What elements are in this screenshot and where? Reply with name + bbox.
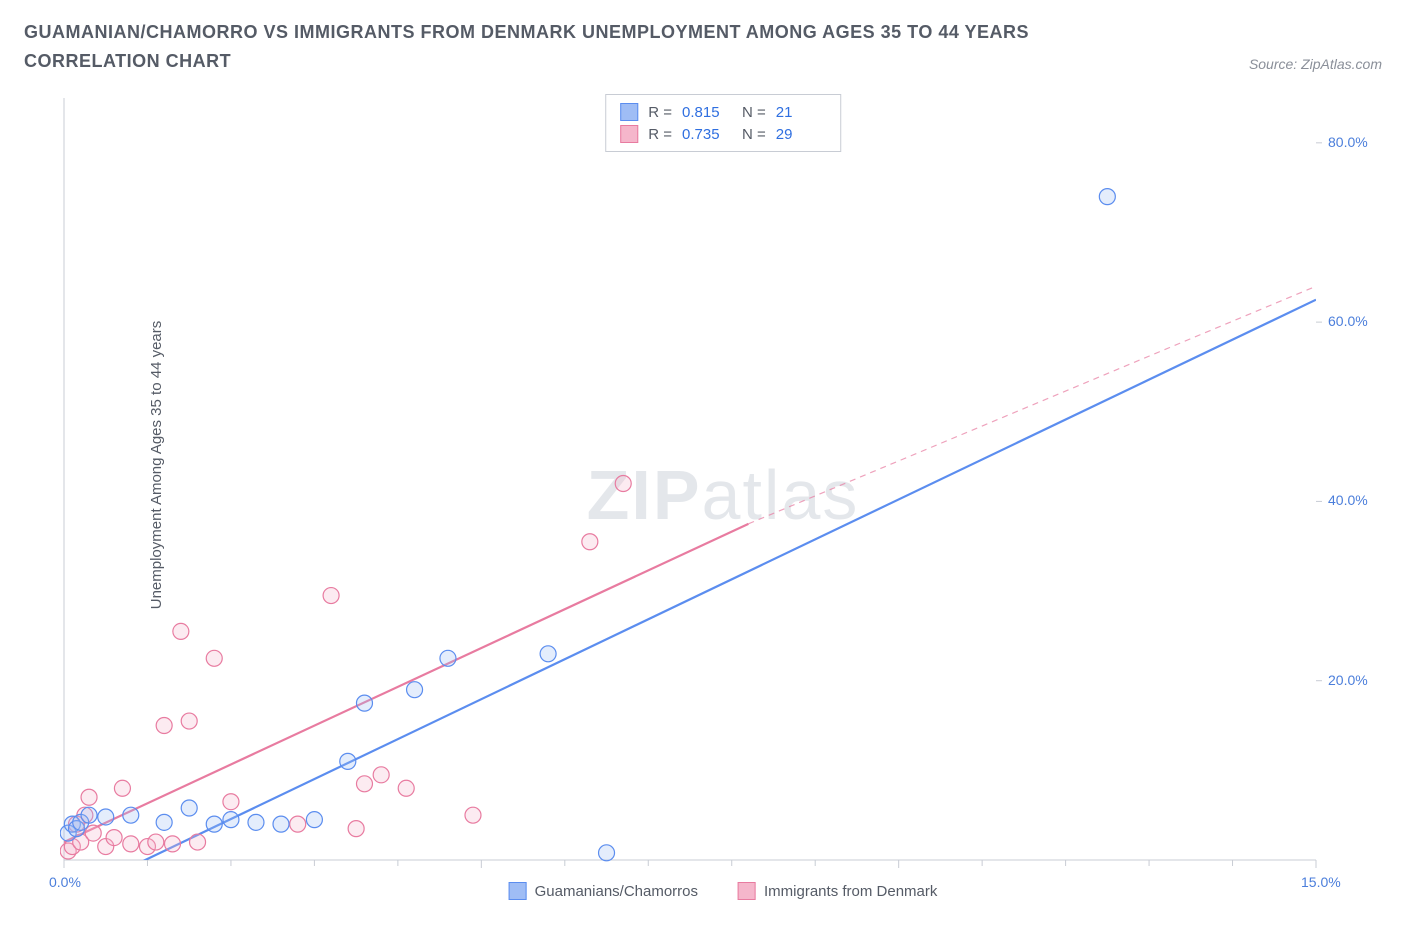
legend-swatch-0 bbox=[620, 103, 638, 121]
legend-label-1: Immigrants from Denmark bbox=[764, 883, 937, 900]
r-value-1: 0.735 bbox=[682, 126, 732, 143]
n-value-0: 21 bbox=[776, 104, 826, 121]
legend-stats-row-0: R = 0.815 N = 21 bbox=[620, 101, 826, 123]
n-value-1: 29 bbox=[776, 126, 826, 143]
y-tick-label: 40.0% bbox=[1328, 492, 1368, 508]
n-label: N = bbox=[742, 126, 766, 143]
legend-item-0: Guamanians/Chamorros bbox=[509, 882, 698, 900]
chart-title: GUAMANIAN/CHAMORRO VS IMMIGRANTS FROM DE… bbox=[24, 18, 1124, 76]
source-label: Source: ZipAtlas.com bbox=[1249, 56, 1382, 76]
y-tick-label: 60.0% bbox=[1328, 313, 1368, 329]
legend-swatch-bottom-1 bbox=[738, 882, 756, 900]
r-value-0: 0.815 bbox=[682, 104, 732, 121]
n-label: N = bbox=[742, 104, 766, 121]
legend-label-0: Guamanians/Chamorros bbox=[535, 883, 698, 900]
legend-swatch-bottom-0 bbox=[509, 882, 527, 900]
legend-stats: R = 0.815 N = 21 R = 0.735 N = 29 bbox=[605, 94, 841, 152]
legend-item-1: Immigrants from Denmark bbox=[738, 882, 937, 900]
y-tick-label: 20.0% bbox=[1328, 672, 1368, 688]
y-tick-label: 80.0% bbox=[1328, 134, 1368, 150]
legend-series: Guamanians/Chamorros Immigrants from Den… bbox=[509, 882, 938, 900]
chart-area: ZIPatlas R = 0.815 N = 21 R = 0.735 N = … bbox=[60, 90, 1386, 900]
r-label: R = bbox=[648, 126, 672, 143]
legend-swatch-1 bbox=[620, 125, 638, 143]
scatter-chart bbox=[60, 90, 1386, 900]
x-tick-label: 0.0% bbox=[49, 874, 81, 890]
legend-stats-row-1: R = 0.735 N = 29 bbox=[620, 123, 826, 145]
x-tick-label: 15.0% bbox=[1301, 874, 1341, 890]
r-label: R = bbox=[648, 104, 672, 121]
